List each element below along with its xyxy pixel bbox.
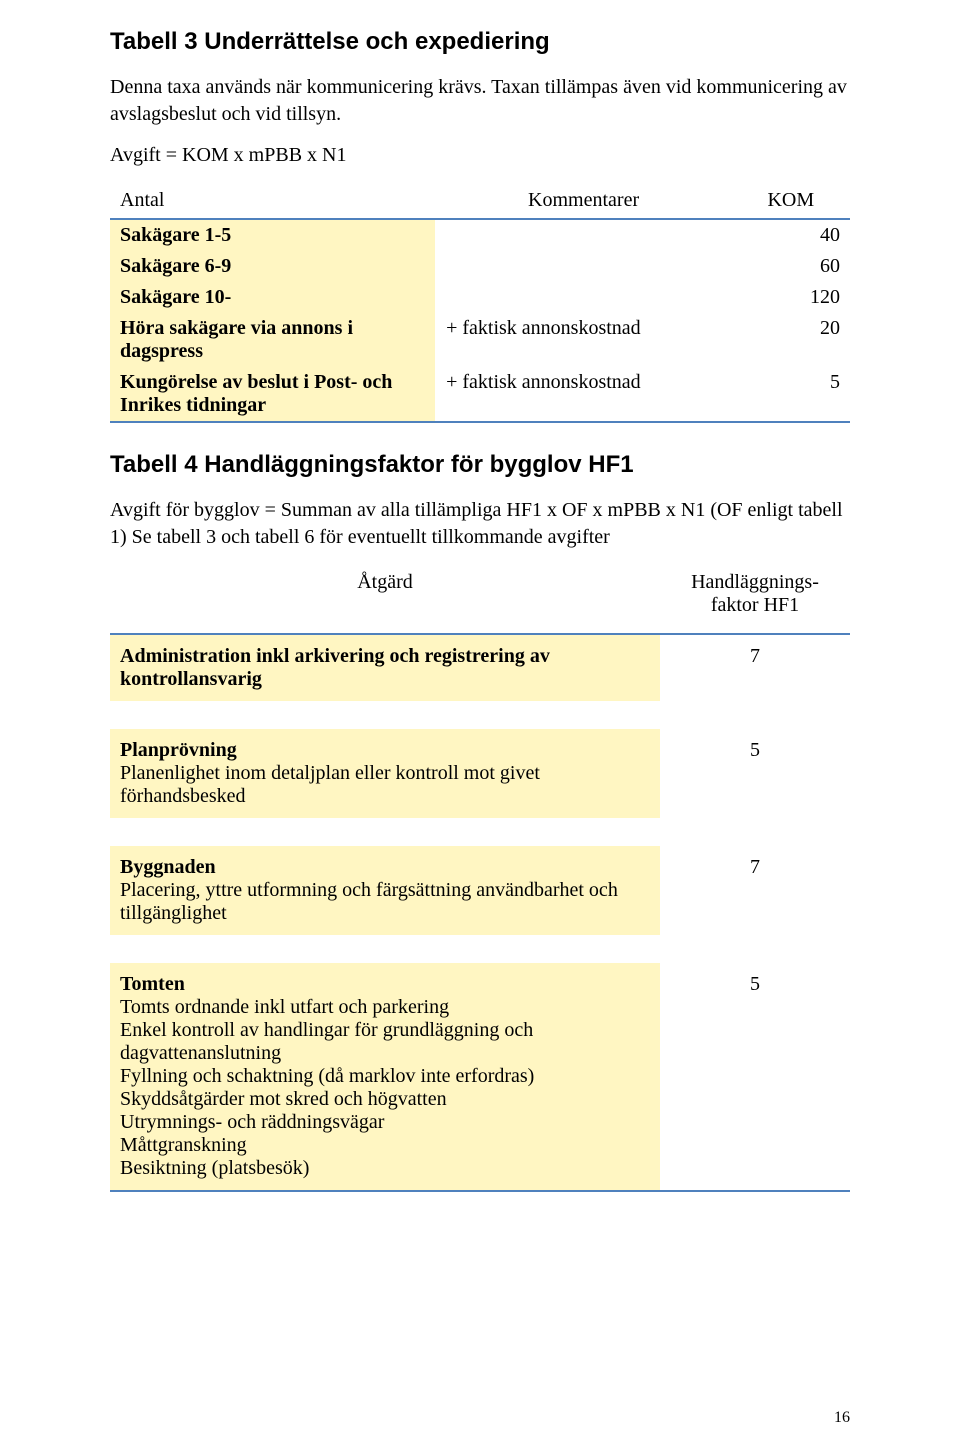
- t4-row-val: 5: [660, 963, 850, 1191]
- page-number: 16: [834, 1409, 850, 1427]
- t3-row-comment: + faktisk annonskostnad: [436, 367, 732, 422]
- t4-row-cell: Planprövning Planenlighet inom detaljpla…: [110, 729, 660, 818]
- tabell-4-table: Åtgärd Handläggnings- faktor HF1 Adminis…: [110, 565, 850, 1192]
- t4-row-title: Tomten: [120, 973, 185, 995]
- t3-row-label: Höra sakägare via annons i dagspress: [110, 313, 436, 367]
- table-row: Sakägare 10- 120: [110, 282, 850, 313]
- table-row: Tomten Tomts ordnande inkl utfart och pa…: [110, 963, 850, 1191]
- table-row: Höra sakägare via annons i dagspress + f…: [110, 313, 850, 367]
- t3-row-kom: 20: [732, 313, 850, 367]
- tabell-3-title: Tabell 3 Underrättelse och expediering: [110, 28, 850, 56]
- t4-row-cell: Tomten Tomts ordnande inkl utfart och pa…: [110, 963, 660, 1191]
- t3-row-comment: [436, 282, 732, 313]
- tabell-3-formula: Avgift = KOM x mPBB x N1: [110, 142, 850, 169]
- t4-row-body: Tomts ordnande inkl utfart och parkering…: [120, 996, 534, 1179]
- row-gap: [110, 701, 850, 729]
- table-row: Byggnaden Placering, yttre utformning oc…: [110, 846, 850, 935]
- tabell-4-header: Åtgärd Handläggnings- faktor HF1: [110, 565, 850, 634]
- t4-row-body: Placering, yttre utformning och färgsätt…: [120, 879, 618, 924]
- t4-col-hf1: Handläggnings- faktor HF1: [660, 565, 850, 634]
- spacer: [110, 423, 850, 451]
- t4-row-val: 5: [660, 729, 850, 818]
- tabell-4-title: Tabell 4 Handläggningsfaktor för bygglov…: [110, 451, 850, 479]
- t3-col-kommentarer: Kommentarer: [436, 183, 732, 219]
- table-row: Planprövning Planenlighet inom detaljpla…: [110, 729, 850, 818]
- tabell-3-table: Antal Kommentarer KOM Sakägare 1-5 40 Sa…: [110, 183, 850, 423]
- t3-row-kom: 5: [732, 367, 850, 422]
- t3-row-comment: [436, 219, 732, 251]
- t3-col-antal: Antal: [110, 183, 436, 219]
- row-gap: [110, 935, 850, 963]
- t4-row-body: Planenlighet inom detaljplan eller kontr…: [120, 762, 540, 807]
- t4-row-val: 7: [660, 634, 850, 701]
- table-row: Sakägare 1-5 40: [110, 219, 850, 251]
- t3-row-label: Sakägare 6-9: [110, 251, 436, 282]
- tabell-3-header: Antal Kommentarer KOM: [110, 183, 850, 219]
- tabell-3-intro: Denna taxa används när kommunicering krä…: [110, 74, 850, 128]
- tabell-4-intro: Avgift för bygglov = Summan av alla till…: [110, 497, 850, 551]
- t3-col-kom: KOM: [732, 183, 850, 219]
- t4-row-title: Planprövning: [120, 739, 237, 761]
- t3-row-comment: + faktisk annonskostnad: [436, 313, 732, 367]
- t3-row-kom: 40: [732, 219, 850, 251]
- t4-col-atgard: Åtgärd: [110, 565, 660, 634]
- t4-row-val: 7: [660, 846, 850, 935]
- table-row: Kungörelse av beslut i Post- och Inrikes…: [110, 367, 850, 422]
- t3-row-kom: 60: [732, 251, 850, 282]
- t3-row-comment: [436, 251, 732, 282]
- t3-row-label: Sakägare 10-: [110, 282, 436, 313]
- t3-row-kom: 120: [732, 282, 850, 313]
- t3-row-label: Sakägare 1-5: [110, 219, 436, 251]
- table-row: Administration inkl arkivering och regis…: [110, 634, 850, 701]
- t4-row-cell: Administration inkl arkivering och regis…: [110, 634, 660, 701]
- table-row: Sakägare 6-9 60: [110, 251, 850, 282]
- row-gap: [110, 818, 850, 846]
- t4-row-title: Administration inkl arkivering och regis…: [120, 645, 550, 690]
- page: Tabell 3 Underrättelse och expediering D…: [0, 0, 960, 1449]
- t4-row-title: Byggnaden: [120, 856, 216, 878]
- t4-row-cell: Byggnaden Placering, yttre utformning oc…: [110, 846, 660, 935]
- t3-row-label: Kungörelse av beslut i Post- och Inrikes…: [110, 367, 436, 422]
